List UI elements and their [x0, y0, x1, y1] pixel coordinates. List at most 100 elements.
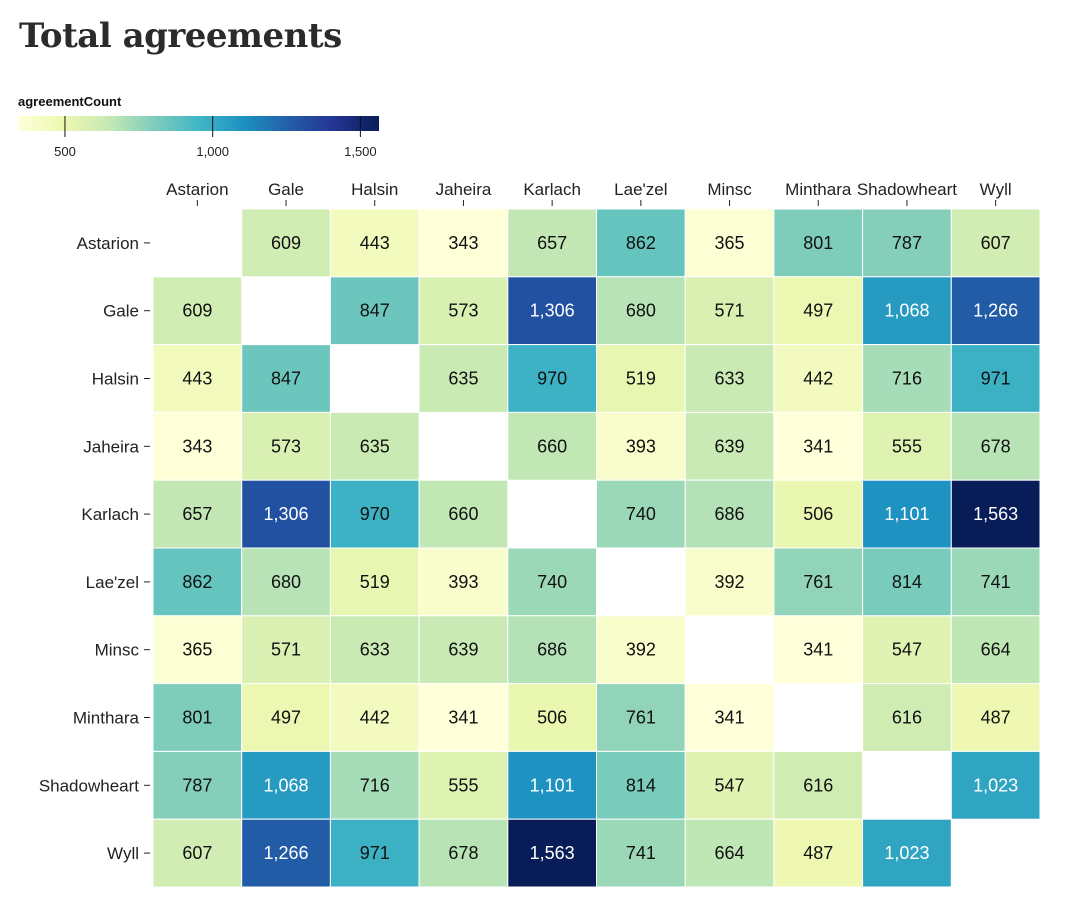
cell-value-label: 635 [360, 436, 390, 456]
heatmap-cell [773, 479, 864, 549]
heatmap-cell [329, 479, 420, 549]
heatmap-cell [684, 683, 775, 752]
cell-value-label: 573 [448, 301, 478, 321]
cell-value-label: 365 [715, 233, 745, 253]
heatmap-cell [418, 547, 509, 617]
x-tick-label: Jaheira [436, 180, 492, 199]
cell-value-label: 1,563 [973, 504, 1018, 524]
heatmap-cell [418, 750, 509, 820]
heatmap-cell [596, 479, 686, 549]
cell-value-label: 787 [182, 775, 212, 795]
x-tick-label: Shadowheart [857, 180, 957, 199]
heatmap-cell [329, 411, 420, 481]
y-tick-label: Jaheira [83, 437, 139, 456]
heatmap-cell [596, 750, 686, 820]
cell-value-label: 740 [626, 504, 656, 524]
heatmap-cell [950, 683, 1041, 752]
cell-value-label: 442 [360, 708, 390, 728]
heatmap-cell [773, 818, 864, 888]
cell-value-label: 519 [626, 369, 656, 389]
cell-value-label: 657 [182, 504, 212, 524]
cell-value-label: 664 [715, 843, 745, 863]
x-tick-label: Halsin [351, 180, 398, 199]
x-tick-label: Minthara [785, 180, 852, 199]
cell-value-label: 341 [448, 708, 478, 728]
cell-value-label: 609 [182, 301, 212, 321]
legend-color-bar [18, 116, 379, 131]
heatmap-cell [152, 276, 243, 346]
cell-value-label: 633 [360, 640, 390, 660]
heatmap-cell [241, 818, 331, 888]
cell-value-label: 1,266 [264, 843, 309, 863]
legend-title: agreementCount [18, 94, 122, 109]
heatmap-cell [684, 276, 775, 346]
cell-value-label: 761 [803, 572, 833, 592]
cell-value-label: 365 [182, 640, 212, 660]
cell-value-label: 639 [448, 640, 478, 660]
heatmap-cell [507, 411, 597, 481]
cell-value-label: 801 [803, 233, 833, 253]
heatmap-cell [684, 750, 775, 820]
heatmap-cell [152, 479, 243, 549]
heatmap-cell [241, 344, 331, 413]
cell-value-label: 497 [271, 708, 301, 728]
cell-value-label: 660 [448, 504, 478, 524]
cell-value-label: 1,101 [884, 504, 929, 524]
cell-value-label: 1,023 [973, 775, 1018, 795]
y-tick-label: Shadowheart [39, 776, 139, 795]
y-tick-label: Gale [103, 302, 139, 321]
heatmap-cell [684, 818, 775, 888]
heatmap-cell [596, 683, 686, 752]
cell-value-label: 639 [715, 436, 745, 456]
cell-value-label: 971 [360, 843, 390, 863]
cell-value-label: 571 [271, 640, 301, 660]
cell-value-label: 616 [892, 708, 922, 728]
heatmap-cell [152, 683, 243, 752]
heatmap-cell [241, 208, 331, 278]
heatmap-cell [862, 615, 952, 685]
y-tick-label: Karlach [81, 505, 139, 524]
heatmap-cell [507, 276, 597, 346]
x-tick-label: Wyll [980, 180, 1012, 199]
cell-value-label: 607 [981, 233, 1011, 253]
heatmap-cell [596, 344, 686, 413]
y-tick-label: Halsin [92, 370, 139, 389]
cell-value-label: 487 [803, 843, 833, 863]
cell-value-label: 741 [626, 843, 656, 863]
heatmap-cell [418, 344, 509, 413]
cell-value-label: 862 [626, 233, 656, 253]
cell-value-label: 393 [448, 572, 478, 592]
heatmap-cell [862, 683, 952, 752]
heatmap-cell [418, 683, 509, 752]
cell-value-label: 392 [626, 640, 656, 660]
heatmap-cell [950, 411, 1041, 481]
heatmap-cell [418, 615, 509, 685]
cell-value-label: 847 [360, 301, 390, 321]
x-axis: Astarion Gale Halsin Jaheira Karlach Lae'zel M… [166, 180, 1012, 206]
heatmap-cell [507, 208, 597, 278]
cell-value-label: 971 [981, 369, 1011, 389]
heatmap-cell [329, 750, 420, 820]
heatmap-cell [596, 615, 686, 685]
color-legend: agreementCount 500 1,000 1,500 [18, 94, 379, 159]
cell-value-label: 487 [981, 708, 1011, 728]
heatmap-cell [773, 615, 864, 685]
cell-value-label: 801 [182, 708, 212, 728]
heatmap-cell [152, 750, 243, 820]
cell-value-label: 393 [626, 436, 656, 456]
legend-tick-label: 1,500 [344, 144, 377, 159]
cell-value-label: 678 [448, 843, 478, 863]
heatmap-cell [152, 344, 243, 413]
heatmap-cell [329, 683, 420, 752]
cell-value-label: 847 [271, 369, 301, 389]
cell-value-label: 664 [981, 640, 1011, 660]
cell-value-label: 443 [360, 233, 390, 253]
heatmap-cell [862, 208, 952, 278]
heatmap-cell [507, 344, 597, 413]
cell-value-label: 741 [981, 572, 1011, 592]
cell-value-label: 443 [182, 369, 212, 389]
heatmap-cell [329, 208, 420, 278]
cell-value-label: 686 [537, 640, 567, 660]
cell-value-label: 555 [448, 775, 478, 795]
heatmap-cells: 609 443 343 657 862 365 801 787 607 609 847 573 1,30… [152, 208, 1041, 888]
